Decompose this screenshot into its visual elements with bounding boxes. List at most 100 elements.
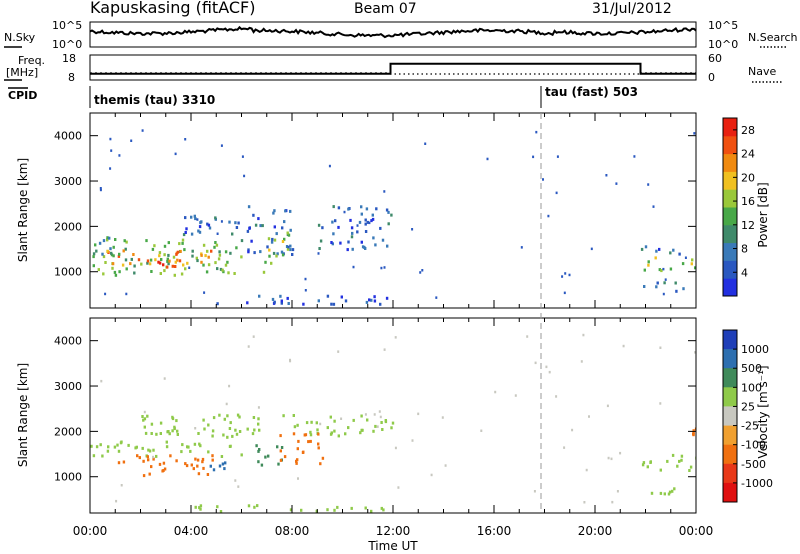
heat-cell — [221, 462, 225, 466]
heat-cell — [675, 289, 678, 293]
heat-cell — [267, 454, 270, 458]
heat-cell — [387, 210, 390, 214]
heat-cell — [371, 217, 375, 221]
heat-cell — [181, 241, 184, 245]
heat-cell — [307, 440, 310, 444]
heat-cell — [286, 296, 289, 300]
heat-cell — [371, 213, 374, 217]
heat-cell — [662, 267, 665, 271]
power-ylabel: Slant Range [km] — [16, 158, 30, 262]
heat-cell — [207, 450, 210, 454]
heat-cell — [304, 277, 307, 281]
cpid-label: CPID — [8, 89, 37, 102]
heat-cell — [159, 272, 162, 275]
heat-cell — [166, 257, 169, 261]
heat-cell — [344, 299, 348, 303]
heat-cell — [370, 219, 373, 223]
nave-tick-bottom: 0 — [708, 71, 715, 84]
heat-cell — [160, 258, 163, 261]
heat-cell — [337, 206, 341, 210]
heat-cell — [385, 208, 389, 212]
heat-cell — [184, 231, 187, 234]
heat-cell — [133, 271, 136, 275]
heat-cell — [198, 442, 201, 446]
heat-cell — [347, 240, 350, 244]
heat-cell — [247, 248, 250, 252]
heat-cell — [203, 291, 206, 294]
heat-cell — [289, 358, 291, 362]
heat-cell — [381, 238, 385, 242]
heat-cell — [671, 453, 675, 457]
heat-cell — [176, 258, 179, 262]
heat-cell — [364, 218, 367, 222]
heat-cell — [202, 263, 205, 267]
colorbar-tick-label: -1000 — [741, 477, 773, 490]
heat-cell — [214, 241, 217, 244]
heat-cell — [235, 226, 239, 229]
heat-cell — [363, 245, 366, 249]
heat-cell — [106, 238, 109, 242]
heat-cell — [534, 361, 537, 365]
heat-cell — [150, 422, 154, 426]
colorbar-swatch — [723, 368, 737, 388]
colorbar-tick-label: 20 — [741, 171, 755, 184]
heat-cell — [548, 370, 551, 374]
heat-cell — [374, 424, 377, 428]
heat-cell — [117, 254, 121, 258]
heat-cell — [211, 458, 214, 462]
heat-cell — [194, 457, 197, 461]
beam-title: Beam 07 — [354, 1, 417, 17]
heat-cell — [304, 289, 307, 292]
heat-cell — [340, 417, 343, 420]
heat-cell — [157, 260, 160, 264]
heat-cell — [273, 300, 276, 304]
heat-cell — [258, 448, 261, 451]
colorbar-swatch — [723, 482, 737, 503]
nsearch-tick-bottom: 10^0 — [708, 38, 738, 51]
heat-cell — [318, 247, 321, 250]
heat-cell — [168, 259, 171, 263]
colorbar-swatch — [723, 463, 737, 484]
heat-cell — [225, 402, 228, 406]
heat-cell — [250, 239, 253, 243]
heat-cell — [178, 242, 181, 246]
heat-cell — [652, 205, 655, 208]
heat-cell — [379, 302, 382, 306]
cpid-segment-2: tau (fast) 503 — [545, 85, 638, 99]
heat-cell — [671, 489, 674, 493]
heat-cell — [146, 261, 149, 265]
heat-cell — [210, 249, 213, 253]
x-tick-label: 04:00 — [174, 524, 209, 538]
heat-cell — [289, 508, 293, 512]
heat-cell — [658, 247, 661, 251]
heat-cell — [366, 220, 369, 224]
heat-cell — [292, 432, 296, 436]
power-colorbar: 4 8 12 16 20 24 28 — [722, 117, 755, 297]
heat-cell — [309, 433, 313, 437]
heat-cell — [656, 281, 659, 285]
heat-cell — [224, 461, 227, 465]
heat-cell — [368, 298, 371, 302]
heat-cell — [234, 479, 237, 482]
heat-cell — [622, 344, 625, 348]
heat-cell — [252, 213, 255, 217]
heat-cell — [561, 275, 564, 278]
heat-cell — [372, 236, 375, 240]
heat-cell — [150, 432, 153, 435]
freq-frame — [89, 54, 697, 81]
heat-cell — [144, 431, 148, 435]
heat-cell — [163, 244, 167, 248]
heat-cell — [331, 220, 334, 224]
heat-cell — [356, 224, 359, 227]
heat-cell — [142, 418, 145, 422]
heat-cell — [380, 421, 383, 424]
heat-cell — [158, 254, 161, 258]
heat-cell — [151, 247, 155, 251]
heat-cell — [102, 255, 106, 259]
heat-cell — [349, 218, 352, 222]
heat-cell — [494, 390, 497, 394]
heat-cell — [647, 263, 650, 267]
heat-cell — [175, 459, 178, 463]
heat-cell — [296, 458, 299, 462]
heat-cell — [174, 265, 177, 268]
